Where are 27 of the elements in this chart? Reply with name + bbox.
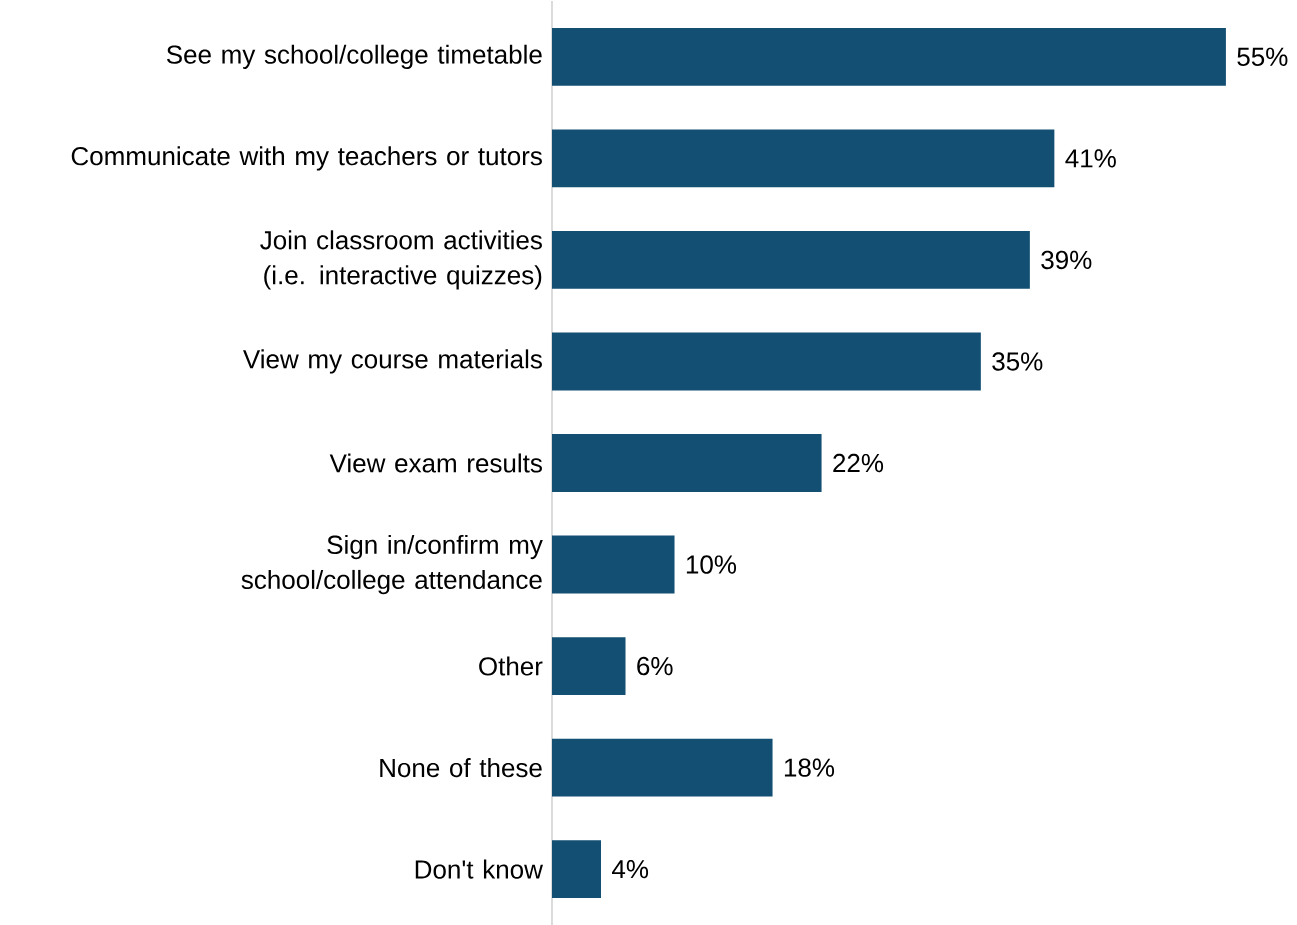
bar: [552, 27, 1226, 86]
y-tick-label: Don't know: [415, 859, 543, 879]
data-label: 6%: [637, 656, 673, 676]
bar: [552, 332, 981, 391]
data-label: 39%: [1041, 250, 1092, 269]
bar: [552, 230, 1030, 289]
data-label: 35%: [992, 352, 1043, 371]
data-label: 18%: [784, 758, 835, 777]
y-tick-label: Other: [479, 656, 543, 676]
y-tick-label: Join classroom activities (i.e. interactive quizzes): [260, 230, 542, 290]
bar: [552, 129, 1055, 188]
data-label: 4%: [612, 859, 649, 879]
y-tick-label: View exam results: [329, 453, 542, 473]
y-tick-label: None of these: [380, 757, 542, 777]
bar: [552, 433, 822, 492]
y-tick-label: Communicate with my teachers or tutors: [71, 146, 542, 171]
bar: [552, 535, 675, 594]
data-label: 55%: [1237, 47, 1288, 66]
bar: [552, 738, 773, 797]
y-tick-label: Sign in/confirm my school/college attendance: [241, 534, 543, 594]
data-label: 22%: [833, 453, 884, 472]
bar: [552, 840, 602, 898]
y-tick-label: View my course materials: [243, 349, 542, 374]
data-label: 10%: [686, 555, 737, 574]
bar: [552, 636, 626, 695]
data-label: 41%: [1065, 149, 1116, 168]
y-tick-label: See my school/college timetable: [166, 44, 542, 69]
